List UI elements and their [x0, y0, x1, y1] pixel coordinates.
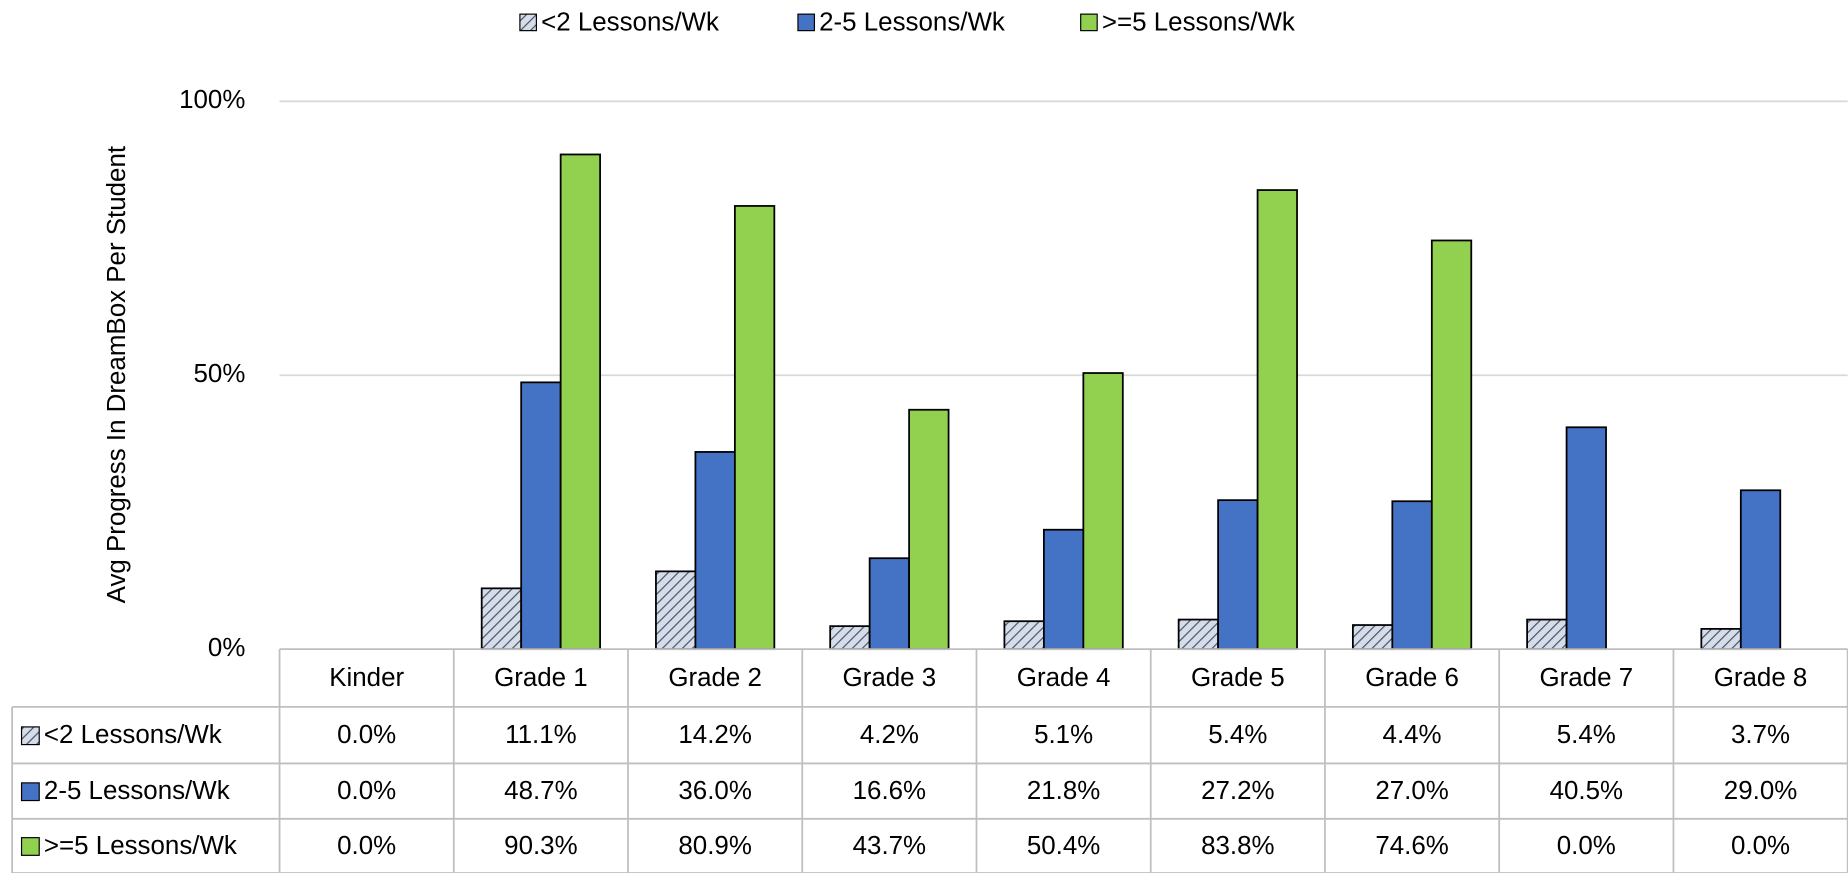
bar [1256, 189, 1298, 651]
table-value: 14.2% [678, 721, 751, 749]
bar [1042, 528, 1085, 651]
x-tick-label: Kinder [329, 664, 404, 692]
legend-swatch [1080, 13, 1098, 32]
legend-label: >=5 Lessons/Wk [1102, 8, 1295, 36]
table-value: 3.7% [1731, 721, 1790, 749]
bar [655, 570, 697, 651]
bar [1700, 628, 1742, 651]
bar [1177, 618, 1219, 651]
bar [733, 205, 776, 651]
legend-label: <2 Lessons/Wk [541, 8, 719, 36]
legend-label: 2-5 Lessons/Wk [819, 8, 1005, 36]
table-value: 0.0% [337, 832, 396, 860]
table-series-label: <2 Lessons/Wk [44, 721, 222, 749]
table-legend-swatch [20, 782, 40, 802]
table-value: 27.0% [1375, 777, 1448, 805]
table-value: 21.8% [1027, 777, 1100, 805]
y-tick-label: 50% [194, 360, 246, 388]
bar [1351, 624, 1394, 651]
bar [480, 587, 523, 651]
table-value: 5.4% [1557, 721, 1616, 749]
bar [1430, 239, 1473, 651]
x-tick-label: Grade 2 [668, 664, 762, 692]
table-value: 29.0% [1724, 777, 1797, 805]
table-legend-swatch [20, 726, 40, 746]
bar [694, 451, 736, 651]
bar [829, 625, 871, 651]
y-axis-label: Avg Progress In DreamBox Per Student [103, 145, 131, 603]
table-value: 5.4% [1208, 721, 1267, 749]
x-tick-label: Grade 7 [1540, 664, 1634, 692]
table-value: 50.4% [1027, 832, 1100, 860]
x-tick-label: Grade 3 [843, 664, 937, 692]
x-tick-label: Grade 6 [1365, 664, 1459, 692]
table-value: 36.0% [678, 777, 751, 805]
bar [559, 153, 601, 651]
bar [520, 381, 562, 651]
bar [1082, 372, 1124, 651]
table-value: 80.9% [678, 832, 751, 860]
y-tick-label: 100% [179, 86, 245, 114]
table-value: 0.0% [1557, 832, 1616, 860]
table-value: 0.0% [337, 721, 396, 749]
bar [1391, 500, 1433, 651]
bar [1526, 618, 1568, 651]
x-tick-label: Grade 8 [1714, 664, 1808, 692]
table-value: 5.1% [1034, 721, 1093, 749]
table-value: 27.2% [1201, 777, 1274, 805]
table-value: 4.2% [860, 721, 919, 749]
bar [1565, 426, 1607, 651]
bar [1739, 489, 1782, 651]
table-series-label: 2-5 Lessons/Wk [44, 777, 230, 805]
table-value: 4.4% [1383, 721, 1442, 749]
table-value: 74.6% [1375, 832, 1448, 860]
table-value: 43.7% [853, 832, 926, 860]
table-value: 40.5% [1550, 777, 1623, 805]
table-value: 0.0% [337, 777, 396, 805]
table-value: 0.0% [1731, 832, 1790, 860]
table-value: 11.1% [505, 721, 577, 749]
y-tick-label: 0% [208, 634, 245, 662]
legend-swatch [797, 13, 816, 32]
table-value: 16.6% [853, 777, 926, 805]
legend-swatch [519, 13, 537, 32]
x-tick-label: Grade 1 [494, 664, 588, 692]
bar [1217, 499, 1259, 651]
x-tick-label: Grade 4 [1017, 664, 1111, 692]
table-series-label: >=5 Lessons/Wk [44, 832, 237, 860]
bar [908, 408, 950, 651]
bar [1003, 620, 1045, 651]
table-legend-swatch [20, 837, 40, 856]
x-tick-label: Grade 5 [1191, 664, 1285, 692]
table-value: 48.7% [504, 777, 577, 805]
table-value: 90.3% [504, 832, 577, 860]
table-value: 83.8% [1201, 832, 1274, 860]
bar [868, 557, 910, 651]
